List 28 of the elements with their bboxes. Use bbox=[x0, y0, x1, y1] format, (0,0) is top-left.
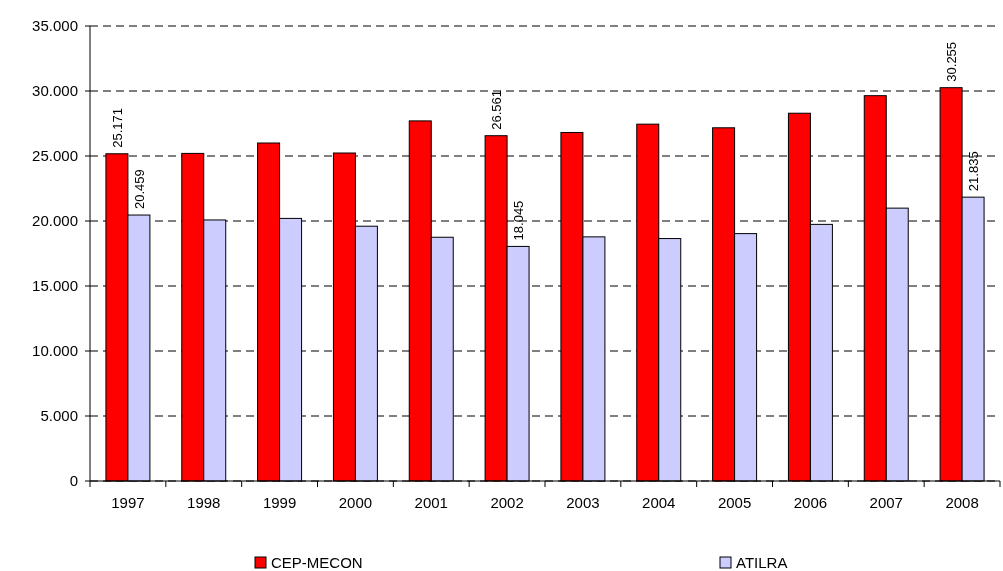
data-label: 18.045 bbox=[511, 200, 527, 241]
x-tick-label: 2003 bbox=[566, 494, 600, 511]
y-tick-label: 30.000 bbox=[32, 82, 78, 100]
legend-label: ATILRA bbox=[736, 554, 788, 571]
x-tick-label: 2007 bbox=[869, 494, 903, 511]
x-tick-label: 2002 bbox=[490, 494, 524, 511]
x-tick-label: 1998 bbox=[187, 494, 221, 511]
data-label: 26.561 bbox=[489, 89, 505, 130]
y-tick-label: 10.000 bbox=[32, 342, 78, 360]
legend-label: CEP-MECON bbox=[271, 554, 363, 571]
y-tick-label: 25.000 bbox=[32, 147, 78, 165]
y-tick-label: 15.000 bbox=[32, 277, 78, 295]
x-tick-label: 2000 bbox=[338, 494, 373, 511]
x-tick-label: 2006 bbox=[793, 494, 828, 511]
x-tick-label: 2005 bbox=[717, 494, 752, 511]
x-tick-label: 1999 bbox=[262, 494, 297, 511]
data-label: 20.459 bbox=[131, 169, 147, 210]
y-tick-label: 20.000 bbox=[32, 212, 78, 230]
x-tick-label: 1997 bbox=[111, 494, 145, 511]
y-tick-label: 5.000 bbox=[40, 407, 78, 425]
data-label: 30.255 bbox=[944, 41, 960, 82]
data-label: 25.171 bbox=[109, 108, 125, 148]
x-tick-label: 2004 bbox=[642, 494, 676, 511]
x-tick-label: 2001 bbox=[414, 494, 448, 511]
data-label: 21.835 bbox=[966, 151, 982, 192]
y-tick-label: 35.000 bbox=[32, 17, 78, 35]
x-tick-label: 2008 bbox=[945, 494, 979, 511]
y-tick-label: 0 bbox=[69, 472, 78, 490]
